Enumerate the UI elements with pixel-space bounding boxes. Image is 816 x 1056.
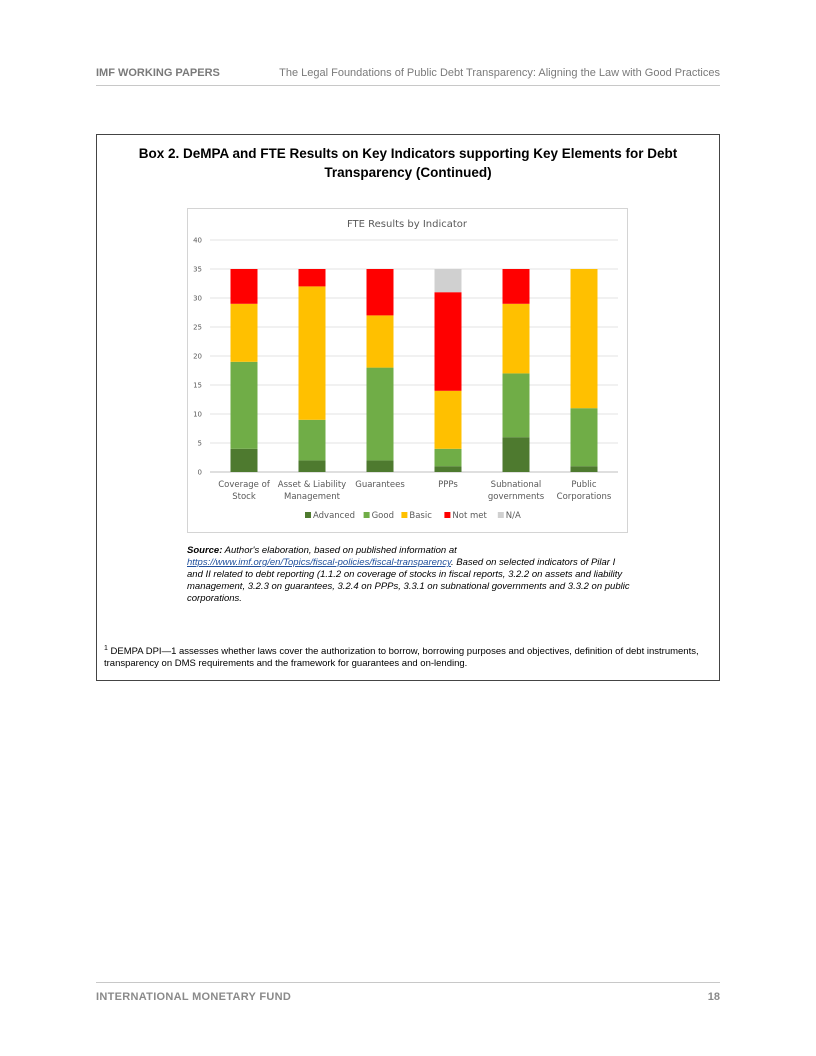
bar-n-a — [434, 269, 462, 293]
bar-good — [502, 373, 530, 438]
x-tick-label: Public — [571, 480, 596, 490]
bar-good — [366, 367, 394, 461]
source-text-2: . Based on selected indicators of Pilar … — [187, 557, 630, 604]
x-tick-label: Asset & Liability — [278, 480, 346, 490]
bar-advanced — [366, 460, 394, 472]
legend-label: Not met — [452, 511, 487, 521]
bar-advanced — [570, 466, 598, 472]
legend-label: Good — [372, 511, 394, 521]
box-title-line-1: Box 2. DeMPA and FTE Results on Key Indi… — [138, 146, 678, 161]
legend-label: Advanced — [313, 511, 355, 521]
footer-org: INTERNATIONAL MONETARY FUND — [96, 991, 292, 1003]
source-text-1: Author's elaboration, based on published… — [222, 545, 457, 556]
fte-chart-svg: FTE Results by Indicator 0 5 10 15 20 25 30 35 40… — [193, 219, 618, 521]
bar-advanced — [434, 466, 462, 472]
x-tick-label: Guarantees — [355, 480, 405, 490]
x-tick-label: Subnational — [491, 480, 542, 490]
box-title: Box 2. DeMPA and FTE Results on Key Indi… — [127, 144, 689, 182]
y-tick-label: 35 — [193, 266, 202, 274]
bar-good — [298, 419, 326, 461]
bar-basic — [502, 303, 530, 374]
x-tick-label: PPPs — [438, 480, 458, 490]
source-note: Source: Author's elaboration, based on p… — [187, 545, 632, 605]
footnote-mark: 1 — [104, 645, 108, 652]
bar-advanced — [502, 437, 530, 472]
bar-good — [434, 448, 462, 467]
source-label: Source: — [187, 545, 223, 556]
legend-swatch — [363, 512, 370, 518]
x-tick-label: Management — [284, 492, 341, 502]
y-tick-label: 0 — [198, 469, 202, 477]
x-tick-label: governments — [488, 492, 545, 502]
page-header: IMF WORKING PAPERS The Legal Foundations… — [96, 67, 720, 86]
legend-swatch — [401, 512, 408, 518]
bar-not-met — [366, 269, 394, 316]
fte-chart: FTE Results by Indicator 0 5 10 15 20 25 30 35 40… — [187, 208, 628, 533]
x-tick-label: Stock — [232, 492, 256, 502]
box-2: Box 2. DeMPA and FTE Results on Key Indi… — [96, 134, 720, 681]
bar-not-met — [230, 269, 258, 304]
legend-swatch — [444, 512, 451, 518]
y-tick-label: 25 — [193, 324, 202, 332]
y-tick-label: 5 — [198, 440, 202, 448]
legend-label: N/A — [506, 511, 521, 521]
footnote-text: DEMPA DPI—1 assesses whether laws cover … — [104, 646, 699, 670]
y-tick-label: 20 — [193, 353, 202, 361]
x-tick-label: Corporations — [557, 492, 612, 502]
bar-advanced — [298, 460, 326, 472]
bar-good — [230, 361, 258, 449]
bar-not-met — [298, 269, 326, 287]
source-link[interactable]: https://www.imf.org/en/Topics/fiscal-pol… — [187, 557, 451, 568]
bar-advanced — [230, 448, 258, 472]
bar-basic — [570, 269, 598, 409]
footnote-1: 1 DEMPA DPI—1 assesses whether laws cove… — [104, 643, 704, 670]
page-footer: INTERNATIONAL MONETARY FUND 18 — [96, 982, 720, 1003]
page-number: 18 — [707, 991, 720, 1003]
y-tick-label: 40 — [193, 237, 202, 245]
bar-basic — [298, 286, 326, 420]
y-tick-label: 10 — [193, 411, 202, 419]
legend-label: Basic — [409, 511, 432, 521]
x-tick-label: Coverage of — [218, 480, 271, 490]
legend-swatch — [305, 512, 311, 518]
bar-basic — [434, 390, 462, 449]
bar-basic — [366, 315, 394, 368]
box-title-line-2: Transparency (Continued) — [324, 165, 492, 180]
bar-not-met — [502, 269, 530, 304]
header-paper-title: The Legal Foundations of Public Debt Tra… — [279, 67, 720, 79]
bar-basic — [230, 303, 258, 362]
y-tick-label: 30 — [193, 295, 202, 303]
y-tick-label: 15 — [193, 382, 202, 390]
chart-title: FTE Results by Indicator — [347, 219, 468, 230]
legend-swatch — [497, 512, 504, 518]
header-series-name: IMF WORKING PAPERS — [96, 67, 220, 79]
bar-good — [570, 408, 598, 467]
bar-not-met — [434, 292, 462, 391]
